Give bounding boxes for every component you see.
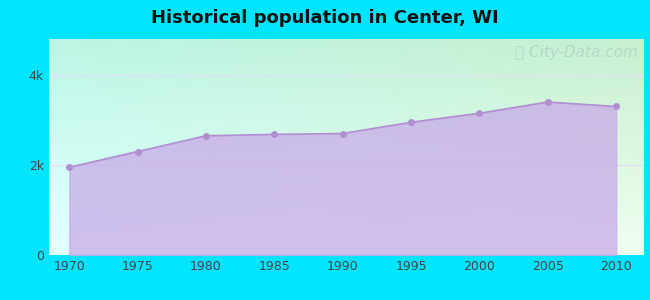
Point	[64, 165, 75, 170]
Point	[201, 133, 211, 138]
Point	[337, 131, 348, 136]
Point	[474, 111, 485, 116]
Text: ⓘ City-Data.com: ⓘ City-Data.com	[515, 46, 638, 61]
Text: Historical population in Center, WI: Historical population in Center, WI	[151, 9, 499, 27]
Point	[543, 100, 553, 104]
Point	[611, 104, 621, 109]
Point	[269, 132, 280, 137]
Point	[133, 149, 143, 154]
Point	[406, 120, 416, 124]
